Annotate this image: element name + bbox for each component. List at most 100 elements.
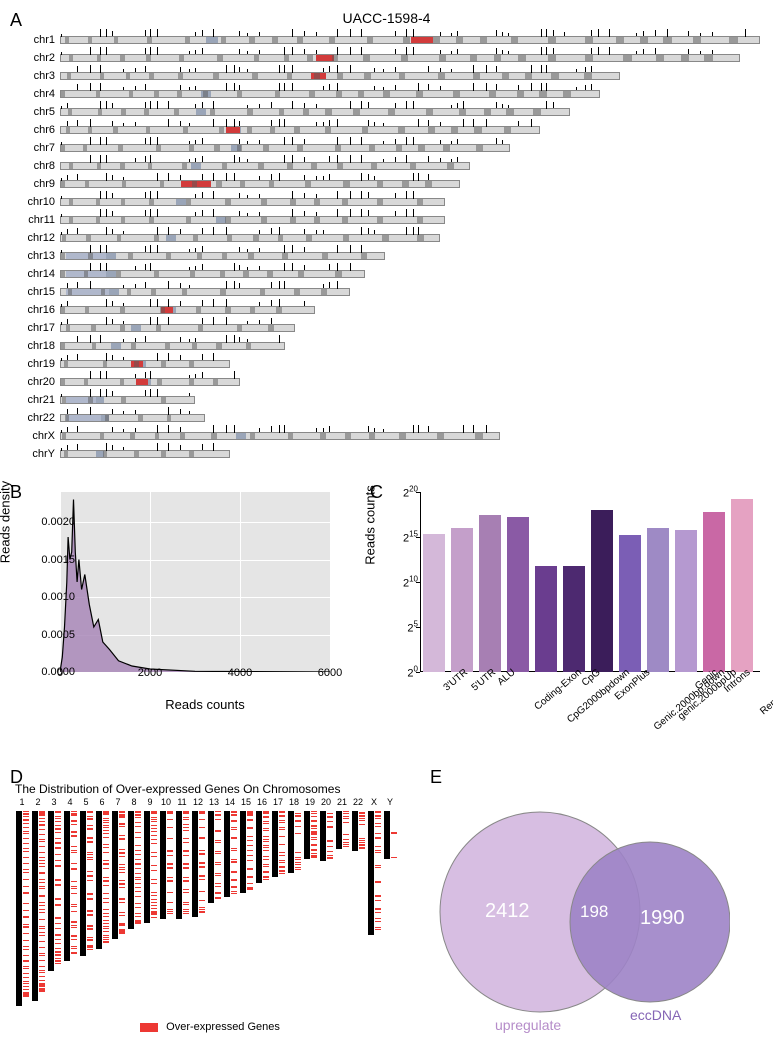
chromosome-column: Y — [383, 811, 397, 859]
chr-col-label: 1 — [15, 797, 29, 807]
density-chart — [60, 492, 330, 672]
chromosome-column: 15 — [239, 811, 253, 893]
chr-col-bar — [128, 811, 134, 929]
chromosome-bar — [60, 432, 500, 440]
chromosome-column: 20 — [319, 811, 333, 861]
chromosome-column: 4 — [63, 811, 77, 961]
y-tick-label: 220 — [403, 485, 418, 500]
chromosome-bar — [60, 252, 385, 260]
panel-b-ylabel: Reads density — [0, 481, 13, 563]
chr-col-label: 2 — [31, 797, 45, 807]
chromosome-column: 19 — [303, 811, 317, 859]
chromosome-bar — [60, 108, 570, 116]
chromosome-label: chr20 — [15, 376, 55, 388]
chromosome-row: chr4 — [60, 85, 763, 102]
bar-chart — [420, 492, 760, 672]
chromosome-bar — [60, 324, 295, 332]
chromosome-row: chr20 — [60, 373, 763, 390]
chromosome-row: chr6 — [60, 121, 763, 138]
bar — [591, 510, 613, 672]
chromosome-row: chr2 — [60, 49, 763, 66]
chromosome-row: chr13 — [60, 247, 763, 264]
y-tick-label: 0.0005 — [41, 629, 75, 641]
chromosome-label: chr19 — [15, 358, 55, 370]
legend-swatch — [140, 1023, 158, 1032]
chromosome-bar — [60, 90, 600, 98]
chr-col-label: 5 — [79, 797, 93, 807]
category-label: RepeatMasker — [758, 667, 773, 717]
chromosome-row: chr12 — [60, 229, 763, 246]
chromosome-row: chrX — [60, 427, 763, 444]
chr-col-label: 6 — [95, 797, 109, 807]
chromosome-bar — [60, 288, 350, 296]
chromosome-bar — [60, 36, 760, 44]
chromosome-label: chr21 — [15, 394, 55, 406]
bar — [451, 528, 473, 672]
chromosome-column: 12 — [191, 811, 205, 917]
panel-a-title: UACC-1598-4 — [10, 10, 763, 26]
chromosome-label: chrY — [15, 448, 55, 460]
chromosome-label: chr7 — [15, 142, 55, 154]
x-tick-label: 2000 — [138, 667, 162, 679]
chromosome-row: chr19 — [60, 355, 763, 372]
chr-col-bar — [240, 811, 246, 893]
chromosome-label: chr10 — [15, 196, 55, 208]
chromosome-column: 3 — [47, 811, 61, 971]
chr-col-bar — [208, 811, 214, 903]
chr-col-label: 20 — [319, 797, 333, 807]
bar — [703, 512, 725, 672]
chromosome-bar — [60, 144, 510, 152]
chr-col-label: 4 — [63, 797, 77, 807]
chromosome-bar — [60, 162, 470, 170]
chr-col-bar — [64, 811, 70, 961]
legend-text: Over-expressed Genes — [166, 1021, 280, 1033]
chr-col-label: 14 — [223, 797, 237, 807]
chromosome-row: chr16 — [60, 301, 763, 318]
chromosome-row: chr11 — [60, 211, 763, 228]
chromosome-bar — [60, 414, 205, 422]
venn-intersection-count: 198 — [580, 902, 608, 922]
chromosome-column: X — [367, 811, 381, 935]
y-tick-label: 215 — [403, 530, 418, 545]
chr-col-bar — [256, 811, 262, 883]
chromosome-row: chr18 — [60, 337, 763, 354]
chr-col-label: X — [367, 797, 381, 807]
chromosome-label: chr4 — [15, 88, 55, 100]
chr-col-label: 21 — [335, 797, 349, 807]
chromosome-column: 13 — [207, 811, 221, 903]
bar — [731, 499, 753, 672]
chromosome-row: chr9 — [60, 175, 763, 192]
chr-col-bar — [368, 811, 374, 935]
chromosome-row: chr15 — [60, 283, 763, 300]
chromosome-column: 22 — [351, 811, 365, 851]
chr-col-label: 3 — [47, 797, 61, 807]
chr-col-bar — [16, 811, 22, 1006]
chromosome-column: 14 — [223, 811, 237, 897]
panel-e-venn: E 24121981990upregulateeccDNA — [430, 782, 763, 1033]
chr-col-bar — [224, 811, 230, 897]
chromosome-label: chr16 — [15, 304, 55, 316]
chr-col-bar — [32, 811, 38, 1001]
chromosome-column: 10 — [159, 811, 173, 919]
panel-e-label: E — [430, 767, 442, 788]
panel-d-title: The Distribution of Over-expressed Genes… — [15, 782, 410, 796]
chromosome-label: chr3 — [15, 70, 55, 82]
chr-col-bar — [48, 811, 54, 971]
x-tick-label: 6000 — [318, 667, 342, 679]
chromosome-column: 21 — [335, 811, 349, 849]
chromosome-row: chr10 — [60, 193, 763, 210]
chromosome-bar — [60, 270, 365, 278]
chromosome-label: chr2 — [15, 52, 55, 64]
venn-left-count: 2412 — [485, 900, 530, 923]
chr-col-label: 13 — [207, 797, 221, 807]
chromosome-row: chr3 — [60, 67, 763, 84]
bar — [535, 566, 557, 672]
chromosome-bar — [60, 450, 230, 458]
chr-col-bar — [80, 811, 86, 956]
y-tick-label: 25 — [407, 620, 418, 635]
chromosome-column: 11 — [175, 811, 189, 919]
chromosome-column: 9 — [143, 811, 157, 923]
chromosome-bar — [60, 360, 230, 368]
panel-c-bars: C Reads counts 20252102152203'UTR5'UTRAL… — [370, 482, 763, 712]
chromosome-column: 5 — [79, 811, 93, 956]
